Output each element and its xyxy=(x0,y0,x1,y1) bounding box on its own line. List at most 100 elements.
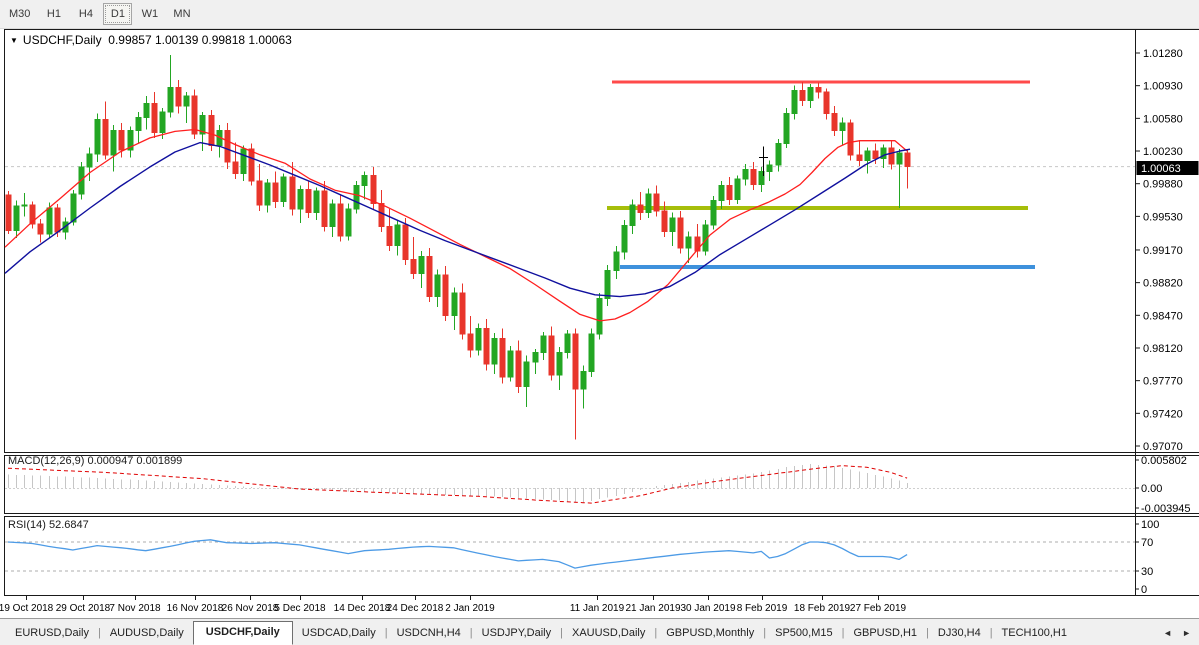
timeframe-button-h1[interactable]: H1 xyxy=(46,8,61,20)
candle-body xyxy=(410,258,417,274)
candle-body xyxy=(305,188,312,214)
chart-tab-xauusd[interactable]: XAUUSD,Daily xyxy=(572,627,646,639)
chart-tab-usdjpy[interactable]: USDJPY,Daily xyxy=(481,627,552,639)
chart-tab-audusd[interactable]: AUDUSD,Daily xyxy=(109,627,184,639)
price-axis-label: 0.98820 xyxy=(1143,278,1183,290)
tab-scroll-buttons: ◄ ► xyxy=(1155,628,1199,645)
candle-body xyxy=(467,333,474,351)
candle-body xyxy=(532,352,539,363)
candle-body xyxy=(499,338,506,378)
tab-separator: | xyxy=(926,627,929,639)
candle-body xyxy=(653,193,660,212)
candle-body xyxy=(5,194,12,231)
candle-body xyxy=(232,161,239,174)
date-axis-label: 30 Jan 2019 xyxy=(680,603,735,614)
chart-tab-usdcnh[interactable]: USDCNH,H4 xyxy=(396,627,461,639)
candle-body xyxy=(370,174,377,204)
candle-body xyxy=(734,178,741,201)
date-axis-label: 24 Dec 2018 xyxy=(387,603,444,614)
date-axis-label: 29 Oct 2018 xyxy=(56,603,111,614)
chart-tab-usdcad[interactable]: USDCAD,Daily xyxy=(301,627,376,639)
chart-symbol-title: ▼ USDCHF,Daily 0.99857 1.00139 0.99818 1.… xyxy=(10,33,292,47)
macd-indicator-label: MACD(12,26,9) 0.000947 0.001899 xyxy=(8,455,182,467)
symbol-dropdown-icon: ▼ xyxy=(10,36,18,45)
timeframe-button-m30[interactable]: M30 xyxy=(9,8,31,20)
candle-body xyxy=(37,223,44,235)
candle-body xyxy=(337,203,344,237)
candle-body xyxy=(345,208,352,237)
candle-body xyxy=(272,182,279,202)
candle-body xyxy=(240,148,247,174)
chart-tab-dj30[interactable]: DJ30,H4 xyxy=(937,627,981,639)
date-axis-label: 2 Jan 2019 xyxy=(445,603,495,614)
price-axis-label: 0.97420 xyxy=(1143,408,1183,420)
chart-tab-tech100[interactable]: TECH100,H1 xyxy=(1001,627,1067,639)
candle-body xyxy=(629,204,636,227)
tab-separator: | xyxy=(841,627,845,639)
macd-panel xyxy=(4,455,1136,514)
candle-body xyxy=(199,115,206,135)
timeframe-button-h4[interactable]: H4 xyxy=(78,8,93,20)
date-axis-label: 16 Nov 2018 xyxy=(167,603,224,614)
price-axis-label: 0.97770 xyxy=(1143,376,1183,388)
candle-body xyxy=(321,190,328,228)
candle-body xyxy=(742,169,749,180)
timeframe-button-d1[interactable]: D1 xyxy=(103,3,133,25)
candle-body xyxy=(621,225,628,253)
tab-scroll-right-icon[interactable]: ► xyxy=(1182,628,1191,638)
chart-tab-gbpusd[interactable]: GBPUSD,Monthly xyxy=(666,627,755,639)
tab-separator: | xyxy=(469,627,473,639)
date-axis-label: 21 Jan 2019 xyxy=(625,603,680,614)
price-axis-label: 1.00230 xyxy=(1143,146,1183,158)
candle-body xyxy=(556,352,563,376)
candle-body xyxy=(297,188,304,210)
candle-body xyxy=(718,185,725,201)
timeframe-button-w1[interactable]: W1 xyxy=(141,8,159,20)
chart-tab-eurusd[interactable]: EURUSD,Daily xyxy=(15,627,89,639)
candle-body xyxy=(872,150,879,159)
tab-separator: | xyxy=(763,627,767,639)
timeframe-toolbar: M30 H1 H4 D1 W1 MN xyxy=(0,0,1199,29)
candle-body xyxy=(159,111,166,133)
chart-tab-sp500[interactable]: SP500,M15 xyxy=(775,627,833,639)
chart-tab-usdchf[interactable]: USDCHF,Daily xyxy=(192,621,293,645)
rsi-axis-label: 70 xyxy=(1141,537,1153,549)
date-axis-label: 26 Nov 2018 xyxy=(222,603,279,614)
tab-separator: | xyxy=(560,627,563,639)
candle-body xyxy=(831,113,838,131)
candle-body xyxy=(21,204,28,207)
date-axis[interactable]: 19 Oct 2018 29 Oct 2018 7 Nov 2018 16 Nov 2… xyxy=(0,595,907,615)
current-price-tag: 1.00063 xyxy=(1141,163,1181,175)
price-axis[interactable]: 1.01280 1.00930 1.00580 1.00230 0.99880 0.995… xyxy=(1135,48,1199,596)
chart-title-symbol: USDCHF,Daily xyxy=(22,33,102,47)
candle-body xyxy=(604,270,611,300)
macd-axis-label: -0.003945 xyxy=(1141,503,1191,515)
candle-body xyxy=(847,122,854,156)
chart-tab-gbpusd[interactable]: GBPUSD,H1 xyxy=(853,627,918,639)
candle-body xyxy=(540,335,547,354)
timeframe-button-mn[interactable]: MN xyxy=(173,8,191,20)
rsi-indicator-label: RSI(14) 52.6847 xyxy=(8,519,89,531)
chart-tab-bar: EURUSD,Daily | AUDUSD,Daily USDCHF,Daily USD… xyxy=(0,618,1199,645)
candle-body xyxy=(224,129,231,163)
tab-scroll-left-icon[interactable]: ◄ xyxy=(1163,628,1173,638)
candle-body xyxy=(572,333,579,390)
candle-body xyxy=(70,193,77,223)
candle-body xyxy=(694,236,701,252)
candle-body xyxy=(815,87,822,93)
candle-body xyxy=(167,87,174,113)
price-axis-label: 0.98470 xyxy=(1143,310,1183,322)
macd-histogram xyxy=(8,464,908,503)
date-axis-label: 5 Dec 2018 xyxy=(274,603,326,614)
candle-body xyxy=(677,217,684,249)
candle-body xyxy=(191,95,198,135)
candle-body xyxy=(799,89,806,102)
candle-body xyxy=(361,174,368,187)
macd-axis-label: 0.005802 xyxy=(1141,455,1187,467)
main-chart-panel xyxy=(4,29,1136,453)
candle-body xyxy=(783,113,790,145)
candle-body xyxy=(864,150,871,161)
candle-body xyxy=(904,152,911,168)
